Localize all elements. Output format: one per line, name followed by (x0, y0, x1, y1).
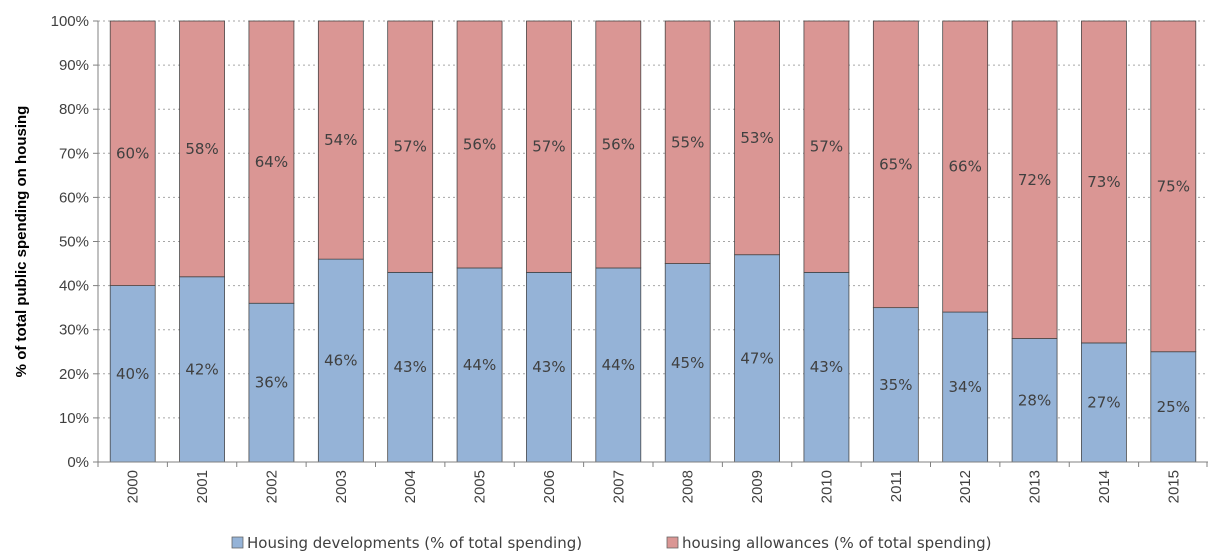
data-label: 43% (810, 358, 843, 376)
x-tick-label: 2014 (1096, 470, 1113, 503)
data-label: 35% (879, 376, 912, 394)
x-tick-label: 2006 (541, 470, 558, 503)
data-label: 42% (185, 360, 218, 378)
x-tick-label: 2010 (818, 470, 835, 503)
data-label: 73% (1087, 173, 1120, 191)
x-tick-label: 2011 (888, 470, 905, 502)
bar-segment-developments-2007 (595, 267, 642, 463)
y-tick-label: 90% (59, 57, 89, 74)
bar-segment-allowances-2001 (179, 20, 225, 278)
y-axis-label: % of total public spending on housing (13, 106, 30, 378)
axes (93, 20, 1208, 467)
bar-segment-allowances-2004 (387, 20, 434, 273)
x-tick-label: 2003 (333, 470, 350, 503)
data-label: 45% (671, 354, 704, 372)
data-label: 46% (324, 352, 357, 370)
bar-segment-developments-2015 (1150, 351, 1197, 463)
x-tick-label: 2005 (472, 470, 489, 503)
bar-segment-allowances-2002 (248, 20, 295, 304)
legend-label: Housing developments (% of total spendin… (247, 534, 582, 552)
data-label: 44% (463, 356, 496, 374)
data-label: 60% (116, 144, 149, 162)
x-tick-label: 2015 (1165, 470, 1182, 503)
data-label: 55% (671, 133, 704, 151)
bar-segment-allowances-2011 (872, 20, 919, 309)
x-tick-label: 2002 (263, 470, 280, 503)
y-tick-label: 10% (59, 410, 89, 427)
bar-segment-allowances-2014 (1081, 20, 1127, 344)
data-label: 40% (116, 365, 149, 383)
y-tick-label: 0% (67, 454, 89, 471)
x-tick-label: 2013 (1027, 470, 1044, 503)
bar-segment-developments-2004 (387, 271, 434, 463)
y-tick-label: 50% (59, 234, 89, 251)
bar-segment-allowances-2012 (942, 20, 989, 313)
data-label: 34% (949, 378, 982, 396)
bar-segment-allowances-2009 (734, 20, 780, 256)
bar-segment-developments-2013 (1011, 338, 1058, 463)
y-tick-label: 40% (59, 278, 89, 295)
bar-segment-allowances-2013 (1011, 20, 1058, 339)
data-label: 66% (949, 158, 982, 176)
data-label: 43% (394, 358, 427, 376)
data-label: 44% (602, 356, 635, 374)
x-tick-label: 2000 (125, 470, 142, 503)
bar-segment-allowances-2006 (526, 20, 572, 273)
bar-segment-allowances-2005 (456, 20, 503, 269)
data-label: 57% (810, 138, 843, 156)
data-label: 65% (879, 155, 912, 173)
x-tick-label: 2008 (680, 470, 697, 503)
bar-segment-allowances-2010 (803, 20, 850, 273)
data-label: 58% (185, 140, 218, 158)
data-label: 56% (463, 135, 496, 153)
bar-segment-developments-2009 (734, 254, 780, 463)
bar-segment-allowances-2007 (595, 20, 642, 269)
bar-segment-developments-2008 (664, 263, 711, 463)
y-tick-label: 20% (59, 366, 89, 383)
legend-label: housing allowances (% of total spending) (682, 534, 992, 552)
data-label: 25% (1157, 398, 1190, 416)
data-label: 54% (324, 131, 357, 149)
y-tick-label: 100% (51, 13, 89, 30)
x-tick-label: 2009 (749, 470, 766, 503)
data-label: 47% (740, 349, 773, 367)
x-tick-label: 2001 (194, 470, 211, 503)
legend-swatch (231, 536, 244, 549)
x-tick-label: 2007 (610, 470, 627, 503)
bar-segment-allowances-2008 (664, 20, 711, 264)
legend: Housing developments (% of total spendin… (231, 534, 992, 552)
bar-segment-allowances-2000 (109, 20, 156, 286)
legend-swatch (666, 536, 679, 549)
data-label: 57% (532, 138, 565, 156)
bar-segment-developments-2005 (456, 267, 503, 463)
bar-segment-allowances-2003 (317, 20, 364, 260)
bar-segment-developments-2006 (526, 271, 572, 463)
data-label: 28% (1018, 391, 1051, 409)
data-label: 75% (1157, 177, 1190, 195)
y-tick-label: 60% (59, 189, 89, 206)
bar-segment-allowances-2015 (1150, 20, 1197, 353)
data-label: 57% (394, 138, 427, 156)
data-label: 56% (602, 135, 635, 153)
bars: 40% 60% 42% 58% 36% 64% 46% 54% 43% 57% 44% 56% 43% 5… (109, 20, 1197, 463)
x-tick-label: 2004 (402, 470, 419, 503)
y-tick-labels: 0% 10% 20% 30% 40% 50% 60% 70% 80% 90% 100% (51, 13, 89, 471)
y-tick-label: 70% (59, 145, 89, 162)
data-label: 27% (1087, 393, 1120, 411)
x-tick-labels: 2000 2001 2002 2003 2004 2005 2006 2007 2008 2009… (125, 470, 1183, 503)
data-label: 53% (740, 129, 773, 147)
y-tick-label: 80% (59, 101, 89, 118)
data-label: 64% (255, 153, 288, 171)
data-label: 36% (255, 374, 288, 392)
data-label: 43% (532, 358, 565, 376)
x-tick-label: 2012 (957, 470, 974, 503)
data-label: 72% (1018, 171, 1051, 189)
y-tick-label: 30% (59, 322, 89, 339)
bar-segment-developments-2003 (317, 258, 364, 463)
